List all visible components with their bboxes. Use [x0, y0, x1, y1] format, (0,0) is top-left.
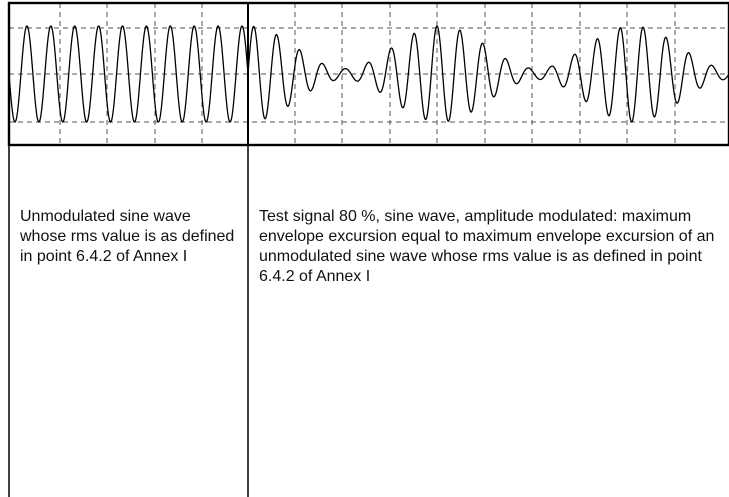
caption-unmodulated: Unmodulated sine wave whose rms value is… — [20, 208, 235, 265]
caption-modulated: Test signal 80 %, sine wave, amplitude m… — [259, 208, 715, 285]
amplitude-modulated-wave — [247, 25, 729, 123]
unmodulated-sine-wave — [8, 25, 249, 123]
waveform-frame — [7, 1, 729, 147]
